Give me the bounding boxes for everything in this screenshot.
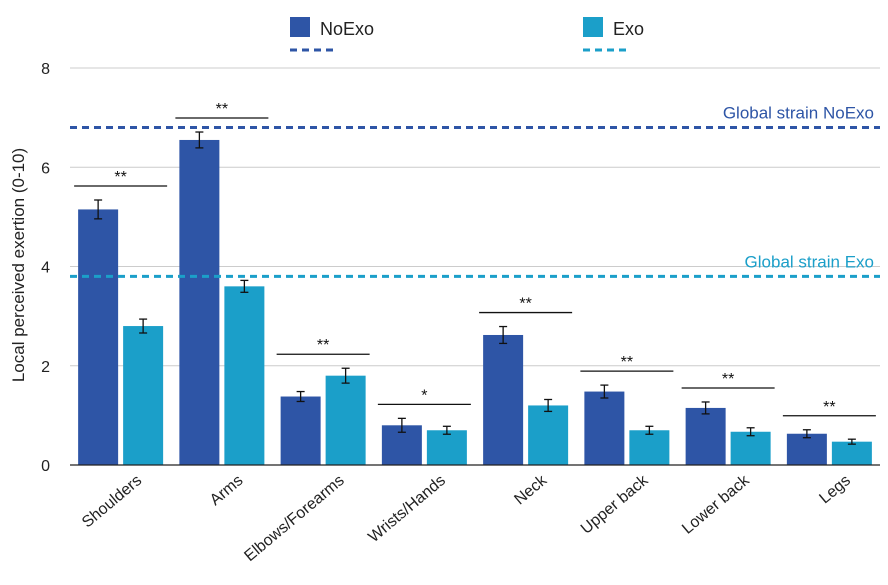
x-tick-label: Arms (207, 472, 247, 509)
error-bar (240, 279, 249, 293)
error-bar (442, 425, 451, 435)
y-tick-label: 8 (41, 61, 50, 78)
y-tick-label: 0 (41, 458, 50, 475)
x-tick-label: Shoulders (79, 472, 145, 531)
reference-lines: Global strain NoExo Global strain Exo (70, 104, 880, 278)
y-axis-label: Local perceived exertion (0-10) (9, 148, 28, 382)
error-bar (701, 401, 710, 415)
x-tick-label: Lower back (679, 471, 753, 537)
bar-noexo-shoulders (78, 209, 119, 465)
y-tick-label: 2 (41, 359, 50, 376)
bar-noexo-neck (483, 334, 524, 465)
x-tick-label: Elbows/Forearms (241, 472, 347, 565)
x-tick-label: Upper back (578, 471, 652, 537)
error-bar (802, 429, 811, 439)
bar-noexo-arms (179, 139, 220, 466)
legend-label-noexo: NoExo (320, 19, 374, 39)
bar-exo-upper-back (629, 430, 670, 465)
error-bar (195, 131, 204, 149)
error-bar (600, 384, 609, 399)
significance-markers: *************** (74, 101, 876, 417)
legend-swatch-noexo (290, 17, 310, 37)
error-bar (296, 390, 305, 403)
error-bar (94, 199, 103, 220)
bar-exo-wrists-hands (426, 430, 467, 465)
significance-label: ** (519, 296, 531, 313)
significance-label: ** (621, 354, 633, 371)
bar-exo-legs (831, 441, 872, 465)
bar-exo-lower-back (730, 431, 771, 465)
error-bar (544, 398, 553, 413)
x-tick-label: Legs (816, 472, 854, 507)
error-bar (645, 425, 654, 435)
bar-exo-arms (224, 286, 265, 465)
significance-label: ** (823, 399, 835, 416)
bars (78, 139, 872, 466)
x-tick-label: Neck (511, 471, 551, 508)
y-tick-label: 4 (41, 260, 50, 277)
y-tick-label: 6 (41, 160, 50, 177)
bar-noexo-legs (786, 433, 827, 465)
legend: NoExo Exo (290, 17, 644, 52)
significance-label: ** (216, 101, 228, 118)
legend-label-exo: Exo (613, 19, 644, 39)
significance-label: ** (114, 169, 126, 186)
error-bar (499, 325, 508, 345)
error-bar (341, 367, 350, 384)
bar-exo-elbows-forearms (325, 375, 366, 465)
reference-line-label: Global strain NoExo (723, 104, 874, 123)
bar-noexo-lower-back (685, 407, 726, 465)
error-bar (746, 427, 755, 437)
y-axis-ticks: 0 2 4 6 8 (41, 61, 50, 475)
significance-label: * (421, 387, 427, 404)
bar-exo-shoulders (123, 326, 164, 465)
reference-line-label: Global strain Exo (745, 252, 874, 271)
error-bars (94, 131, 856, 445)
significance-label: ** (722, 371, 734, 388)
bar-noexo-elbows-forearms (280, 396, 321, 465)
bar-exo-neck (528, 405, 569, 465)
error-bar (139, 318, 148, 334)
error-bar (847, 438, 856, 445)
x-tick-label: Wrists/Hands (365, 472, 449, 546)
bar-noexo-upper-back (584, 391, 625, 465)
legend-swatch-exo (583, 17, 603, 37)
significance-label: ** (317, 337, 329, 354)
error-bar (397, 417, 406, 433)
